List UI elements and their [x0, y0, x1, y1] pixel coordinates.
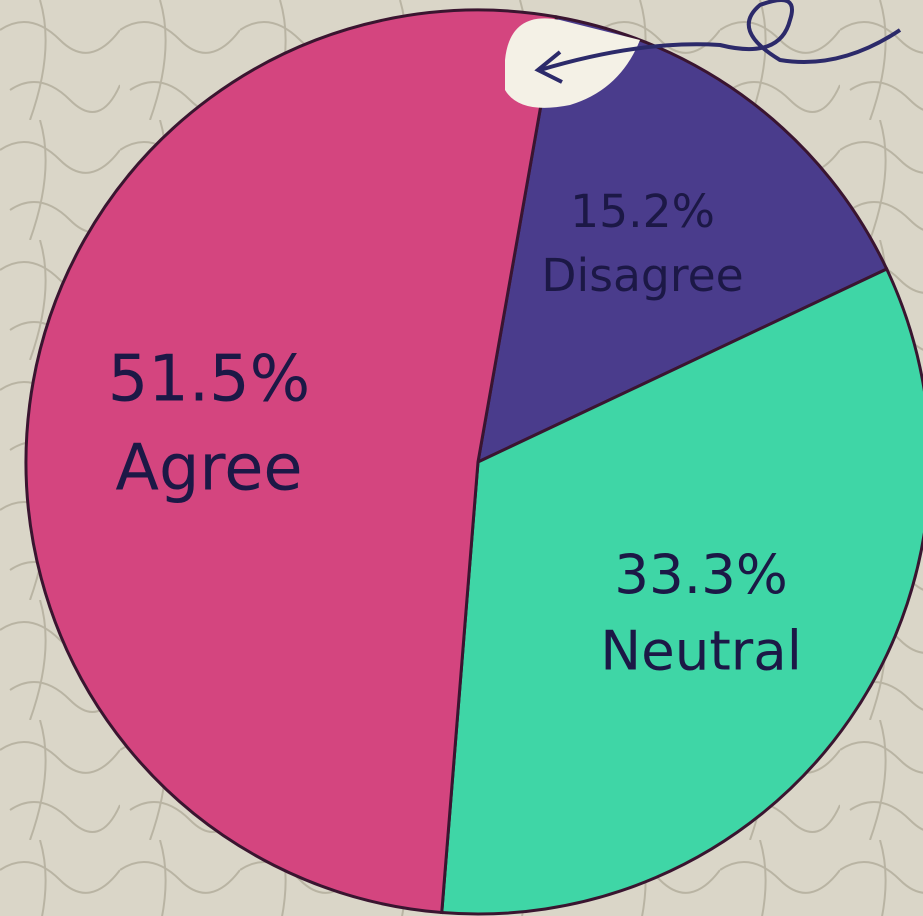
value-label: 51.5% [108, 342, 311, 416]
slice [476, 15, 889, 465]
slice [440, 266, 923, 916]
pie [24, 8, 923, 916]
slice [24, 8, 559, 915]
category-label: Neutral [600, 619, 802, 683]
arrow-head [534, 50, 563, 84]
value-label: 15.2% [570, 185, 715, 238]
category-label: Agree [115, 432, 302, 506]
value-label: 33.3% [614, 542, 788, 606]
category-label: Disagree [541, 249, 743, 302]
arrow [539, 0, 902, 72]
